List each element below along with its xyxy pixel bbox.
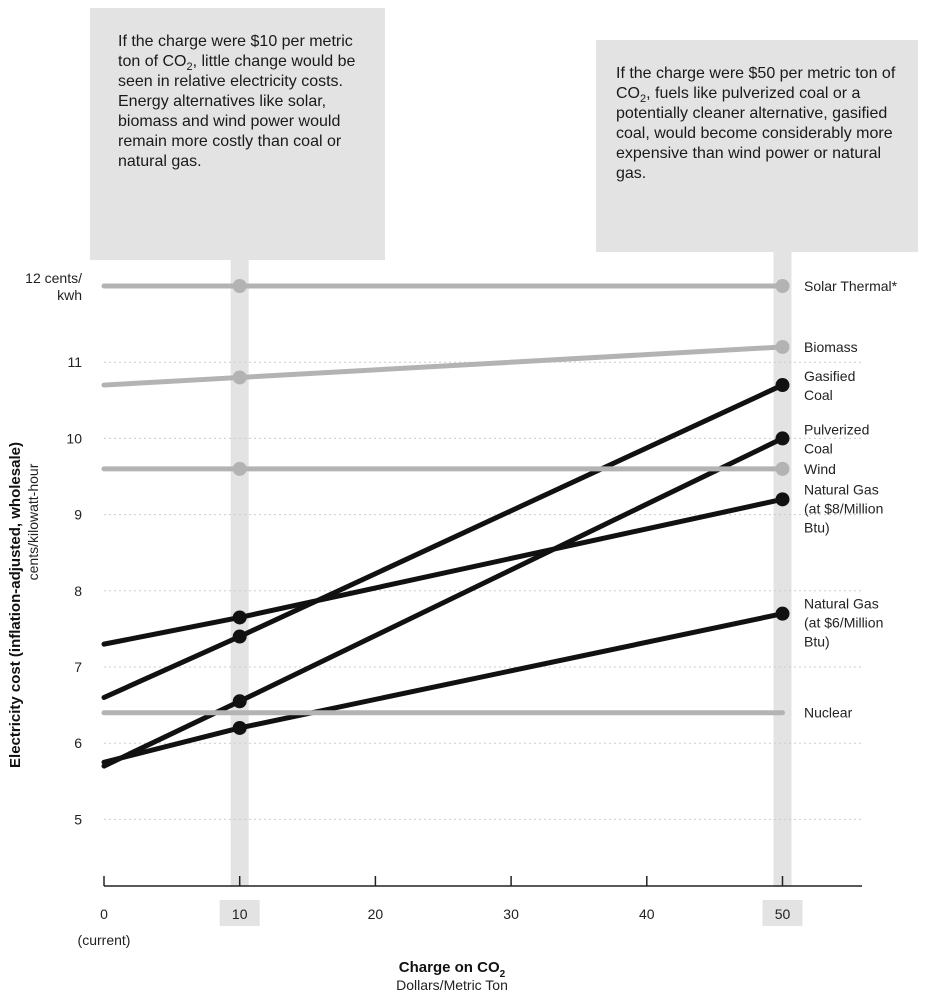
y-tick-label-line: kwh [57,287,82,303]
callout-50-subscript: 2 [640,93,647,106]
y-tick-label-line: 9 [74,507,82,523]
series-line-2 [101,382,785,700]
highlight-band-50 [773,250,792,886]
series-label-line: Natural Gas [804,481,879,497]
series-label: Pulverized Coal [804,421,869,456]
highlight-tick-box-10 [219,900,260,926]
data-point-0-50 [775,279,790,293]
series-label-line: (at $6/Million [804,615,883,631]
x-axis-title: Charge on CO2 [399,959,506,980]
y-tick-label: 5 [74,811,82,827]
data-point-1-10 [232,370,247,385]
series-label-line: Nuclear [804,705,853,721]
series-label-line: Gasified [804,368,855,384]
y-tick-label: 11 [67,354,82,370]
x-axis-title-sub: 2 [500,969,506,980]
y-tick-label-line: 6 [74,735,82,751]
x-tick-label: 40 [639,906,655,922]
callout-50-dollar: If the charge were $50 per metric ton of… [596,40,918,252]
x-origin-note: (current) [78,932,131,948]
series-label-line: (at $8/Million [804,500,883,516]
highlight-tick-box-50 [762,900,803,926]
y-tick-label: 9 [74,507,82,523]
data-point-6-50 [775,606,790,621]
y-tick-label: 10 [66,430,82,446]
callout-10-text-pre: If the charge were $10 per metric ton of… [118,33,353,70]
y-tick-label-line: 8 [74,583,82,599]
series-line-1 [101,344,785,388]
series-line-5 [101,496,785,647]
y-tick-label-line: 12 cents/ [25,270,82,286]
x-tick-label: 10 [232,906,248,922]
series-line-3 [101,435,785,769]
x-axis-unit: Dollars/Metric Ton [396,977,508,993]
series-label: Solar Thermal* [804,278,898,294]
series-label-line: Coal [804,440,833,456]
data-point-6-10 [232,720,247,735]
series-label: Wind [804,461,836,477]
series-label-line: Biomass [804,339,858,355]
y-tick-label-line: 11 [67,354,82,370]
y-tick-label-line: 7 [74,659,82,675]
series-label-line: Natural Gas [804,596,879,612]
callout-10-subscript: 2 [186,61,193,74]
x-axis-title-main: Charge on CO [399,959,500,976]
x-tick-label: 20 [368,906,384,922]
callout-10-dollar: If the charge were $10 per metric ton of… [90,8,385,260]
series-label-line: Wind [804,461,836,477]
series-label-line: Btu) [804,634,830,650]
series-label-line: Coal [804,387,833,403]
y-axis-title: Electricity cost (inflation-adjusted, wh… [7,442,24,768]
data-point-2-50 [775,378,790,393]
data-point-5-50 [775,492,790,507]
x-tick-label: 50 [775,906,791,922]
data-point-3-50 [775,431,790,446]
callout-50-text-pre: If the charge were $50 per metric ton of… [616,65,896,102]
y-tick-label: 6 [74,735,82,751]
series-label: Natural Gas (at $8/Million Btu) [804,481,883,535]
series-label: Gasified Coal [804,368,855,403]
callout-10-text-post: , little change would be seen in relativ… [118,53,356,170]
data-point-2-10 [232,629,247,644]
series-label-line: Btu) [804,519,830,535]
highlight-band-10 [230,250,249,886]
series-label: Biomass [804,339,858,355]
series-label: Nuclear [804,705,853,721]
data-point-1-50 [775,339,790,354]
y-tick-label: 7 [74,659,82,675]
series-label-line: Pulverized [804,421,869,437]
data-point-4-10 [232,461,247,476]
y-tick-label: 12 cents/kwh [25,270,82,303]
data-point-5-10 [232,610,247,625]
x-tick-label: 30 [503,906,519,922]
data-point-0-10 [232,279,247,293]
data-point-3-10 [232,694,247,709]
y-tick-label-line: 10 [66,430,82,446]
y-tick-label: 8 [74,583,82,599]
callout-50-text-post: , fuels like pulverized coal or a potent… [616,85,893,182]
series-line-6 [101,611,785,765]
y-axis-unit: cents/kilowatt-hour [25,463,41,580]
x-tick-label: 0 [100,906,108,922]
y-tick-label-line: 5 [74,811,82,827]
data-point-4-50 [775,461,790,476]
series-label: Natural Gas (at $6/Million Btu) [804,596,883,650]
series-label-line: Solar Thermal* [804,278,898,294]
